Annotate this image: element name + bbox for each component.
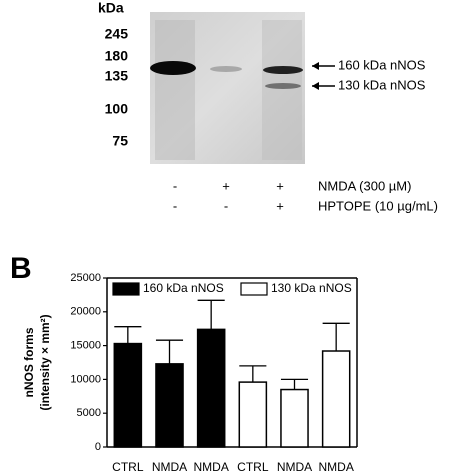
band <box>150 61 196 75</box>
arrow-head <box>312 82 319 90</box>
marker-label: 245 <box>105 26 129 42</box>
band <box>210 66 242 72</box>
bar <box>280 388 309 448</box>
legend-label: 130 kDa nNOS <box>271 281 352 295</box>
x-tick-label: NMDA <box>277 460 312 474</box>
y-axis-label: (intensity × mm²) <box>38 314 52 410</box>
treatment-sign: + <box>222 178 230 193</box>
band <box>265 83 301 89</box>
legend-swatch <box>112 282 140 296</box>
x-tick-label: NMDA <box>152 460 187 474</box>
marker-label: 75 <box>112 133 128 149</box>
treatment-sign: - <box>173 178 177 193</box>
band <box>263 66 303 74</box>
lane <box>262 20 302 160</box>
legend-swatch <box>240 282 268 296</box>
y-axis-label: nNOS forms <box>22 327 36 397</box>
treatment-sign: + <box>276 178 284 193</box>
unit-label: kDa <box>98 0 124 16</box>
band-label: 160 kDa nNOS <box>338 57 426 72</box>
band-label: 130 kDa nNOS <box>338 77 426 92</box>
arrow-head <box>312 62 319 70</box>
x-tick-label: NMDA <box>318 460 353 474</box>
treatment-sign: - <box>173 198 177 213</box>
bar <box>155 363 184 448</box>
x-tick-label: NMDA <box>193 460 228 474</box>
y-tick-label: 15000 <box>70 340 101 352</box>
bar <box>321 350 351 448</box>
marker-label: 100 <box>105 101 129 117</box>
marker-label: 180 <box>105 48 129 64</box>
lane <box>155 20 195 160</box>
treatment-sign: - <box>224 198 228 213</box>
y-tick-label: 5000 <box>77 407 101 419</box>
treatment-sign: + <box>276 198 284 213</box>
x-tick-label: CTRL <box>237 460 269 474</box>
y-tick-label: 10000 <box>70 373 101 385</box>
bar <box>196 328 226 448</box>
treatment-label: HPTOPE (10 µg/mL) <box>318 198 438 213</box>
marker-label: 135 <box>105 68 129 84</box>
panel-label: B <box>10 252 32 285</box>
y-tick-label: 25000 <box>70 272 101 284</box>
y-tick-label: 20000 <box>70 306 101 318</box>
bar <box>113 342 143 448</box>
treatment-label: NMDA (300 µM) <box>318 178 411 193</box>
y-tick-label: 0 <box>95 441 101 453</box>
x-tick-label: CTRL <box>112 460 144 474</box>
bar <box>238 381 268 448</box>
legend-label: 160 kDa nNOS <box>143 281 224 295</box>
